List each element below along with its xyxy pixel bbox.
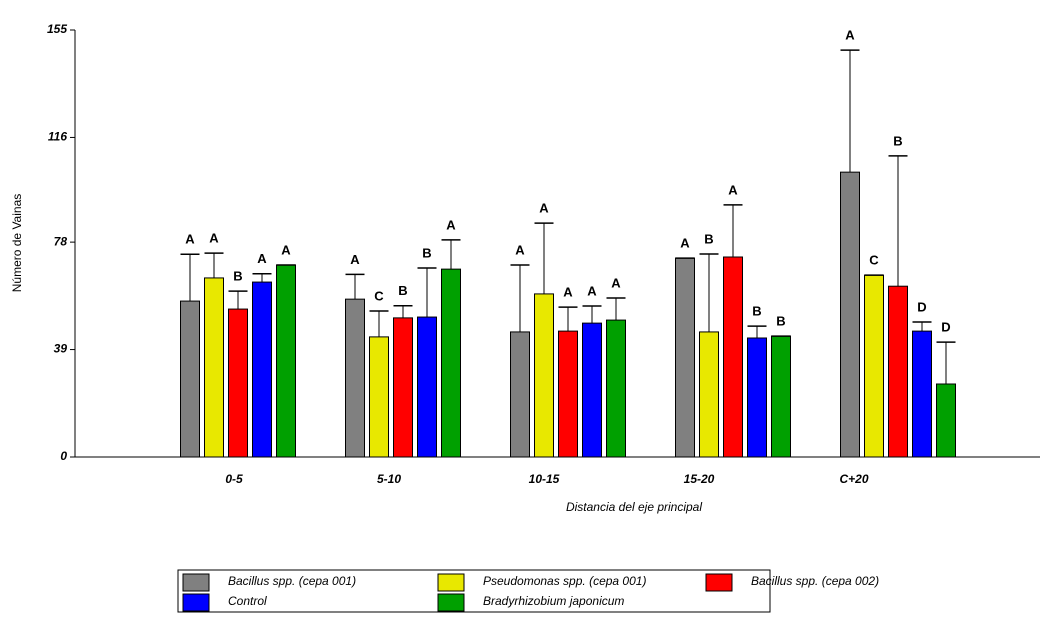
bar [228,308,248,458]
significance-letter: A [611,275,621,290]
significance-letter: A [446,217,456,232]
legend-label: Pseudomonas spp. (cepa 001) [483,574,646,588]
significance-letter: A [185,232,195,247]
significance-letter: A [563,285,573,300]
significance-letter: A [281,242,291,257]
y-tick-label: 116 [48,130,67,144]
y-tick-label: 155 [47,22,67,36]
legend-swatch [437,593,465,612]
legend-swatch [437,573,465,592]
bar [558,330,578,458]
significance-letter: A [209,231,219,246]
y-tick-label: 39 [54,342,68,356]
significance-letter: A [257,251,267,266]
x-tick-label: 15-20 [684,472,715,486]
bar [276,264,296,458]
significance-letter: B [893,133,902,148]
bar [345,298,365,458]
bar [936,383,956,458]
legend-label: Bacillus spp. (cepa 002) [751,574,879,588]
bar [606,319,626,458]
bar [393,317,413,458]
significance-letter: A [587,283,597,298]
x-tick-label: 0-5 [225,472,243,486]
significance-letter: C [869,253,879,268]
significance-letter: A [728,182,738,197]
bar [534,293,554,458]
bar [180,300,200,458]
significance-letter: B [704,231,713,246]
legend-label: Control [228,594,267,608]
bar [441,268,461,458]
bar [864,274,884,458]
bar [510,331,530,458]
legend-swatch [182,573,210,592]
bar [723,256,743,458]
legend-box [177,569,771,613]
significance-letter: C [374,288,384,303]
y-tick-label: 78 [54,234,68,248]
significance-letter: B [422,245,431,260]
significance-letter: A [515,242,525,257]
significance-letter: A [350,252,360,267]
significance-letter: B [776,314,785,329]
significance-letter: D [941,320,950,335]
bar [252,281,272,458]
significance-letter: A [680,236,690,251]
y-tick-label: 0 [60,449,67,463]
bar [582,322,602,458]
x-tick-label: C+20 [839,472,868,486]
legend-swatch [705,573,733,592]
bar [417,316,437,458]
significance-letter: D [917,299,926,314]
legend-swatch [182,593,210,612]
bar [771,335,791,458]
x-tick-label: 10-15 [529,472,560,486]
significance-letter: A [539,201,549,216]
significance-letter: B [233,269,242,284]
legend-label: Bradyrhizobium japonicum [483,594,624,608]
x-tick-label: 5-10 [377,472,401,486]
legend-label: Bacillus spp. (cepa 001) [228,574,356,588]
bar [204,277,224,458]
bar [888,285,908,458]
bar [747,337,767,458]
x-axis-label: Distancia del eje principal [566,500,702,514]
bar [840,171,860,458]
significance-letter: A [845,28,855,43]
bar [369,336,389,458]
significance-letter: B [752,304,761,319]
y-axis-label: Número de Vainas [10,194,24,293]
bar [912,330,932,458]
bar [675,257,695,458]
bar [699,331,719,458]
significance-letter: B [398,283,407,298]
